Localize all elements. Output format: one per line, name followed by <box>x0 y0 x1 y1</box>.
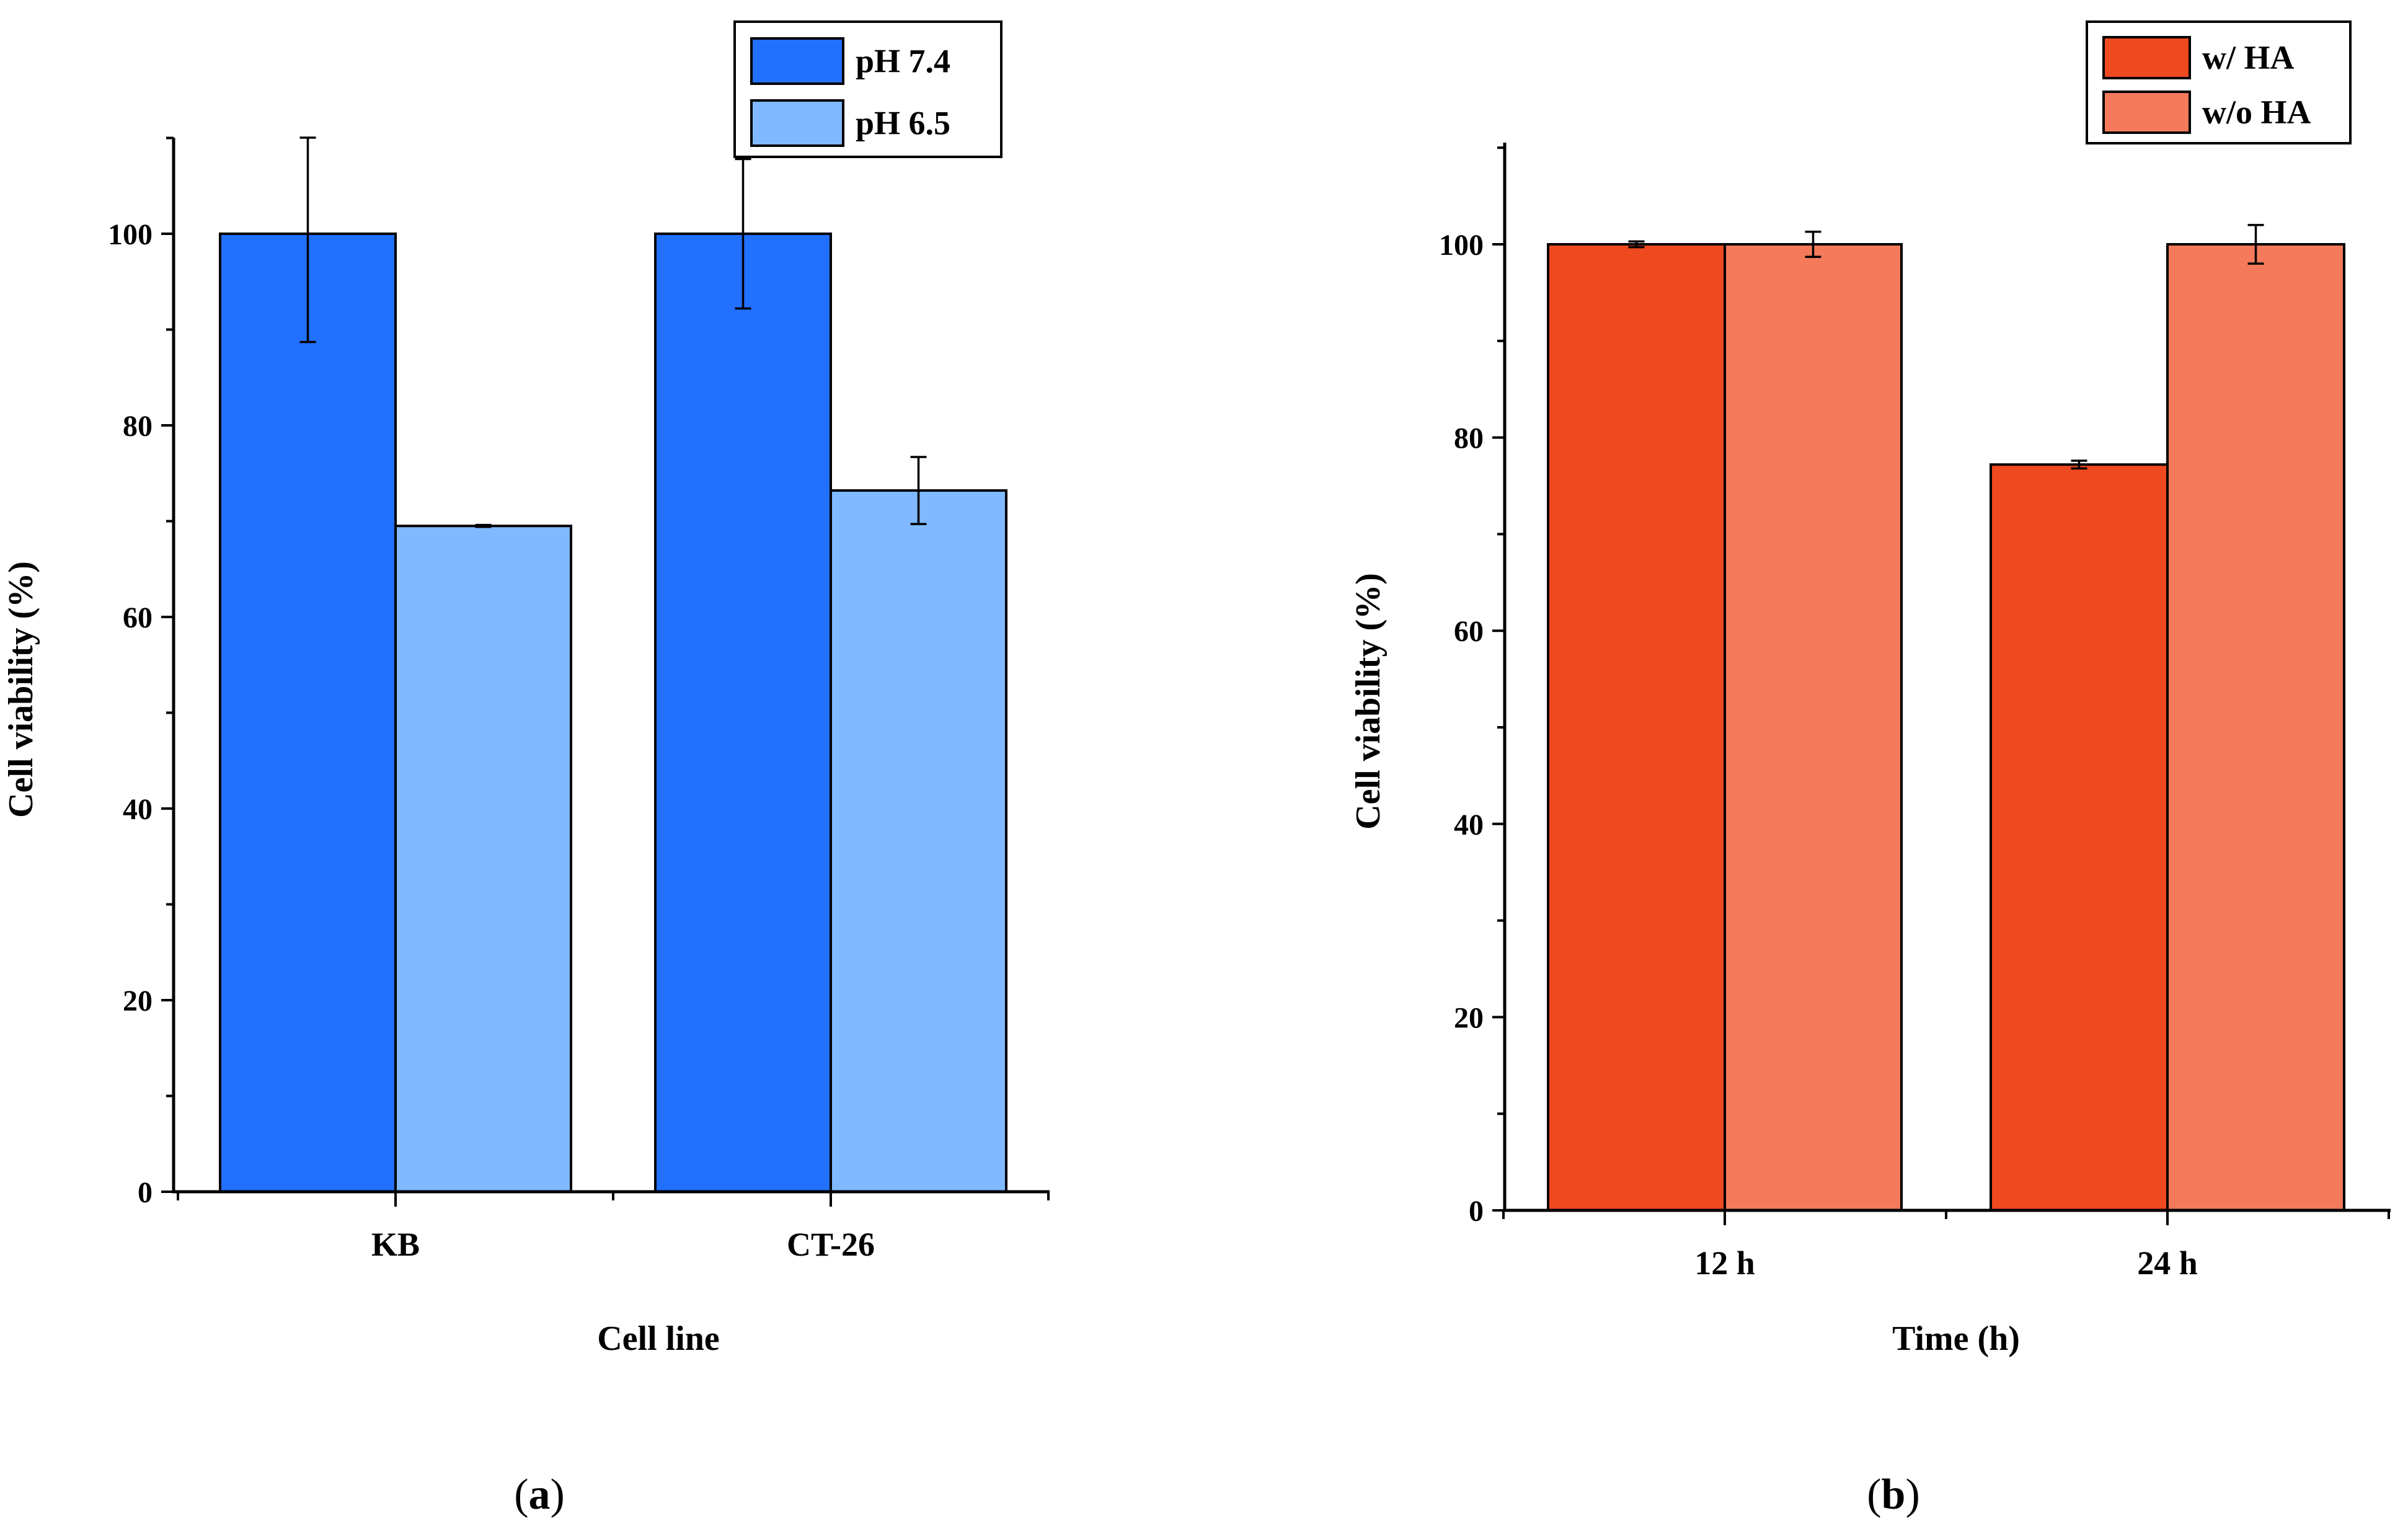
bar <box>1724 243 1903 1212</box>
x-tick-label: KB <box>371 1226 420 1263</box>
y-tick-label: 100 <box>108 218 153 251</box>
error-bars-layer <box>299 136 927 528</box>
bar <box>2166 243 2345 1212</box>
legend: pH 7.4 pH 6.5 <box>733 20 1003 158</box>
panel-label: (a) <box>514 1471 565 1519</box>
bar <box>1547 243 1726 1212</box>
legend-swatch <box>750 37 844 85</box>
y-tick-label: 60 <box>1454 615 1484 648</box>
legend-swatch <box>2102 91 2191 134</box>
y-tick-label: 0 <box>138 1176 153 1209</box>
y-tick-label: 0 <box>1469 1195 1484 1228</box>
bar <box>394 525 572 1193</box>
legend-swatch <box>750 99 844 147</box>
y-tick-label: 80 <box>123 410 153 443</box>
legend-label: w/o HA <box>2202 94 2311 131</box>
legend-swatch <box>2102 36 2191 79</box>
bars-layer <box>219 233 1007 1193</box>
bar <box>219 233 397 1193</box>
y-tick-label: 100 <box>1439 229 1484 262</box>
y-tick-label: 20 <box>1454 1001 1484 1034</box>
panel-a: 0 20 40 60 80 100 KB CT-26 Cell line Cell viabili… <box>2 20 1050 1519</box>
error-bars-layer <box>1628 224 2264 470</box>
x-tick-label: 12 h <box>1694 1244 1755 1282</box>
bar <box>654 233 832 1193</box>
bars-layer <box>1547 243 2345 1212</box>
y-tick-label: 40 <box>123 793 153 826</box>
y-axis-title: Cell viability (%) <box>1349 573 1388 830</box>
x-axis-title: Time (h) <box>1892 1319 2020 1358</box>
legend-label: w/ HA <box>2202 39 2295 76</box>
x-tick-label: CT-26 <box>787 1226 875 1263</box>
y-tick-label: 60 <box>123 601 153 634</box>
panel-label: (b) <box>1867 1471 1920 1519</box>
y-tick-label: 40 <box>1454 809 1484 841</box>
legend-label: pH 7.4 <box>856 43 950 80</box>
axes-layer <box>1492 143 2391 1225</box>
x-axis-title: Cell line <box>597 1319 720 1358</box>
y-tick-label: 80 <box>1454 422 1484 455</box>
legend-label: pH 6.5 <box>856 105 950 142</box>
panel-b: 0 20 40 60 80 100 12 h 24 h Time (h) Cell viabili… <box>1349 20 2391 1519</box>
legend: w/ HA w/o HA <box>2086 20 2352 144</box>
x-tick-label: 24 h <box>2137 1244 2198 1282</box>
labels-layer: 0 20 40 60 80 100 12 h 24 h Time (h) Cell viabili… <box>1349 229 2198 1519</box>
labels-layer: 0 20 40 60 80 100 KB CT-26 Cell line Cell viabili… <box>2 218 875 1519</box>
bar <box>830 489 1007 1193</box>
axes-layer <box>161 136 1050 1207</box>
bar <box>1990 463 2169 1212</box>
y-tick-label: 20 <box>123 985 153 1018</box>
y-axis-title: Cell viability (%) <box>2 561 40 818</box>
